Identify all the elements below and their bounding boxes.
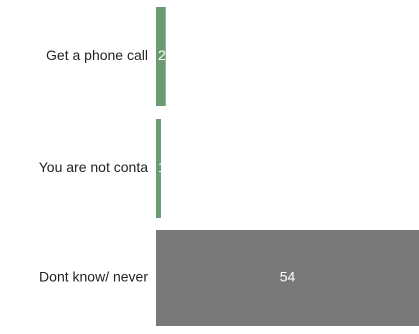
value-label-1: 1 [158, 159, 166, 175]
category-label-1: You are not conta [39, 159, 148, 175]
bars-group [156, 7, 419, 326]
value-labels-group: 2 1 54 [158, 47, 295, 285]
category-label-0: Get a phone call [46, 47, 148, 63]
bar-1 [156, 119, 161, 218]
bar-2 [156, 230, 419, 326]
category-label-2: Dont know/ never [39, 269, 148, 285]
value-label-2: 54 [280, 269, 296, 285]
category-labels-group: Get a phone call You are not conta Dont kn… [39, 47, 149, 285]
bar-0 [156, 7, 166, 106]
value-label-0: 2 [158, 47, 166, 63]
